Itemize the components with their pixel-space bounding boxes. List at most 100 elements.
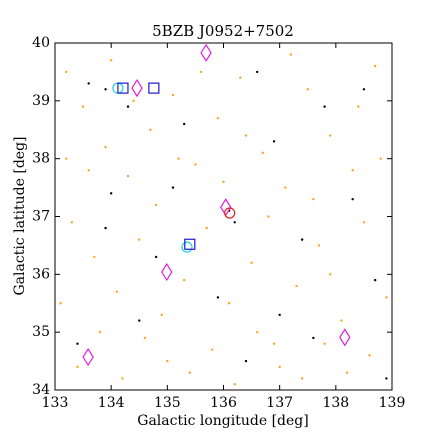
x-tick-label: 137 <box>266 395 293 411</box>
source-dot <box>300 238 304 241</box>
source-dot <box>160 313 163 317</box>
source-dot <box>244 359 248 363</box>
y-tick-label: 36 <box>32 266 50 282</box>
source-dot <box>306 88 309 91</box>
chart-title: 5BZB J0952+7502 <box>152 22 294 40</box>
source-dot <box>227 302 231 305</box>
source-dot <box>272 140 276 143</box>
source-dot <box>188 371 191 374</box>
x-tick-label: 138 <box>322 395 349 411</box>
square-marker <box>117 82 129 94</box>
x-tick-label: 135 <box>154 395 181 411</box>
x-tick-label: 133 <box>42 395 69 411</box>
source-dot <box>171 93 175 97</box>
source-dot <box>194 163 197 166</box>
source-dot <box>59 302 62 305</box>
x-tick-label: 139 <box>379 395 406 411</box>
source-dot <box>126 174 130 178</box>
source-dot <box>261 151 265 155</box>
source-dot <box>345 371 349 374</box>
x-tick-label: 134 <box>98 395 125 411</box>
source-dot <box>143 336 147 340</box>
diamond-marker <box>131 78 143 98</box>
source-dot <box>98 330 102 334</box>
source-dot <box>373 64 377 68</box>
source-dot <box>340 319 343 322</box>
source-dot <box>362 88 366 91</box>
plot-frame <box>54 42 393 391</box>
source-dot <box>109 192 113 195</box>
source-dot <box>154 203 158 207</box>
x-axis-label: Galactic longitude [deg] <box>137 413 308 429</box>
source-dot <box>126 105 130 108</box>
source-dot <box>329 134 332 137</box>
source-dot <box>233 221 236 224</box>
source-dot <box>138 319 141 322</box>
source-dot <box>166 359 169 363</box>
circle-marker <box>181 241 193 253</box>
source-dot <box>272 342 276 345</box>
square-marker <box>148 82 160 94</box>
source-dot <box>368 354 371 357</box>
source-dot <box>323 342 326 345</box>
square-marker <box>184 238 196 250</box>
source-dot <box>379 157 382 160</box>
source-dot <box>373 278 377 282</box>
y-tick-label: 37 <box>32 209 50 225</box>
source-dot <box>87 82 90 85</box>
x-tick-label: 136 <box>210 395 237 411</box>
source-dot <box>70 221 74 224</box>
source-dot <box>154 255 158 259</box>
source-dot <box>211 348 214 351</box>
source-dot <box>351 197 354 201</box>
source-dot <box>65 70 68 74</box>
source-dot <box>104 88 107 91</box>
source-dot <box>104 145 107 149</box>
source-dot <box>323 105 326 108</box>
y-tick-label: 35 <box>32 324 50 340</box>
diamond-marker <box>220 198 232 217</box>
source-dot <box>312 336 315 340</box>
source-dot <box>278 313 281 317</box>
source-dot <box>233 383 236 386</box>
y-tick-label: 38 <box>32 151 50 167</box>
source-dot <box>93 255 96 259</box>
diamond-marker <box>339 328 351 347</box>
source-dot <box>289 53 293 56</box>
source-dot <box>216 296 220 299</box>
source-dot <box>222 180 225 183</box>
source-dot <box>121 377 124 380</box>
source-dot <box>199 70 203 74</box>
source-dot <box>138 238 141 241</box>
y-axis-label: Galactic latitude [deg] <box>12 137 28 296</box>
source-dot <box>205 226 208 230</box>
source-dot <box>132 99 135 103</box>
diamond-marker <box>200 43 212 62</box>
source-dot <box>115 290 118 293</box>
source-dot <box>81 105 85 108</box>
source-dot <box>76 342 79 345</box>
source-dot <box>385 377 388 380</box>
source-dot <box>278 365 281 369</box>
y-tick-label: 34 <box>32 382 50 398</box>
source-dot <box>250 261 253 264</box>
source-dot <box>65 157 68 160</box>
diamond-marker <box>161 262 173 282</box>
source-dot <box>104 226 107 230</box>
source-dot <box>177 157 180 160</box>
source-dot <box>312 197 315 201</box>
source-dot <box>171 186 175 189</box>
source-dot <box>385 296 388 299</box>
y-tick-label: 40 <box>32 35 50 51</box>
diamond-marker <box>82 347 94 367</box>
source-dot <box>109 59 113 62</box>
source-dot <box>295 284 298 288</box>
source-dot <box>362 221 366 224</box>
source-dot <box>300 377 304 380</box>
source-dot <box>329 273 332 276</box>
source-dot <box>317 244 321 247</box>
source-dot <box>239 76 242 79</box>
source-dot <box>216 116 220 120</box>
circle-marker <box>224 207 236 219</box>
source-dot <box>357 105 360 108</box>
